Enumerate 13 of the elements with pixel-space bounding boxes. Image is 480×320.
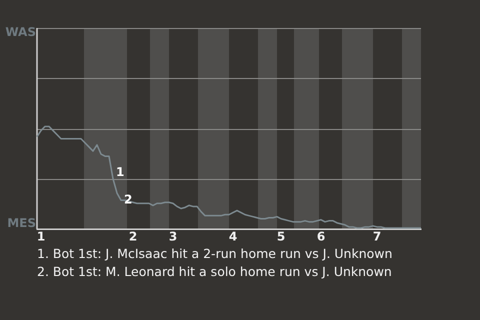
text: MES — [6, 216, 36, 230]
x-tick-label: 1 — [36, 229, 46, 244]
x-tick-label: 2 — [128, 229, 138, 244]
x-tick-label: 6 — [316, 229, 326, 244]
text: 2. Bot 1st: M. Leonard hit a solo home run vs J. Unknown — [37, 263, 393, 281]
text: 1. Bot 1st: J. McIsaac hit a 2-run home run vs J. Unknown — [37, 245, 394, 263]
text: WAS — [4, 25, 36, 39]
x-tick-label: 3 — [168, 229, 178, 244]
x-tick-label: 4 — [228, 229, 238, 244]
x-tick-label: 5 — [276, 229, 286, 244]
annotation: 1 — [116, 164, 124, 179]
annotation: 2 — [124, 192, 132, 206]
x-tick-label: 7 — [372, 229, 382, 244]
